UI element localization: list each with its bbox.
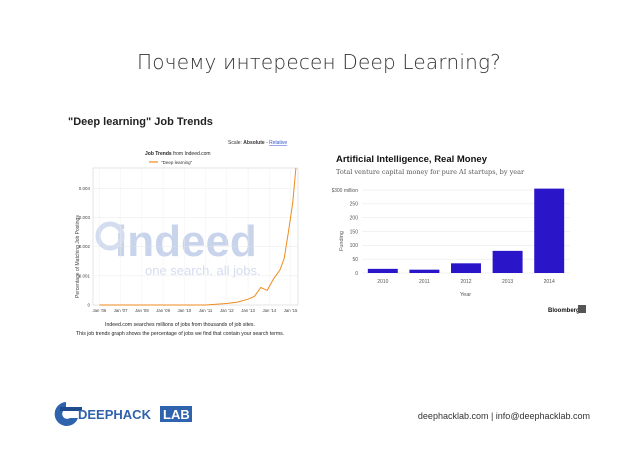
series-line-deep-learning [99, 167, 297, 306]
logo-text: DEEPHACK [78, 407, 152, 422]
bar-y-tick-label: 200 [350, 215, 359, 221]
bar-2012 [451, 263, 481, 273]
x-tick-label: Jan '13 [241, 308, 255, 313]
bar-y-tick-label: 100 [350, 243, 359, 249]
y-tick-label: 0 [87, 303, 90, 308]
bar-y-ticks: 0 50 100 150 200 250 $300 million [332, 188, 358, 277]
bloomberg-icon [578, 305, 586, 313]
plot-area [92, 167, 299, 306]
footer-contacts: deephacklab.com | info@deephacklab.com [417, 411, 590, 421]
x-tick-label: Jan '09 [156, 308, 170, 313]
bar-2014 [534, 188, 565, 273]
footnote-2: This job trends graph shows the percenta… [76, 331, 284, 337]
x-tick-label: Jan '15 [284, 308, 298, 313]
legend-label: "Deep learning" [161, 160, 193, 165]
x-tick-label: Jan '06 [93, 308, 107, 313]
ai-heading: Artificial Intelligence, Real Money [336, 154, 488, 165]
bar-2010 [367, 268, 398, 273]
job-trends-subtitle: Job Trends from Indeed.com [145, 151, 211, 157]
deephacklab-logo: DEEPHACK LAB [54, 402, 192, 426]
job-trends-gridlines [93, 168, 298, 306]
bar-series [367, 188, 565, 273]
logo-mark-icon [54, 402, 78, 426]
footnote-1: Indeed.com searches millions of jobs fro… [105, 322, 255, 328]
job-trends-chart: "Deep learning" Job Trends Scale: Absolu… [68, 116, 299, 337]
scale-sep: - [265, 140, 269, 146]
bar-x-tick-label: 2013 [502, 279, 513, 285]
bar-y-tick-label: 150 [350, 229, 359, 235]
bar-y-tick-label: 250 [350, 202, 359, 208]
x-tick-label: Jan '10 [177, 308, 191, 313]
logo-lab-text: LAB [163, 407, 190, 422]
bar-x-tick-label: 2012 [460, 279, 471, 285]
bar-y-tick-label: 50 [352, 257, 358, 263]
scale-selector: Scale: Absolute - Relative [228, 140, 287, 146]
slide-title: Почему интересен Deep Learning? [137, 50, 501, 74]
job-trends-ylabel: Percentage of Matching Job Postings [75, 215, 81, 298]
job-trends-y-ticks: 0 0.001 0.002 0.003 0.004 [79, 186, 91, 308]
x-tick-label: Jan '08 [135, 308, 149, 313]
y-tick-label: 0.004 [79, 186, 91, 191]
bar-y-tick-label: 0 [355, 271, 358, 277]
bar-x-tick-label: 2011 [419, 279, 430, 285]
scale-relative-link[interactable]: Relative [269, 140, 287, 146]
x-tick-label: Jan '14 [262, 308, 276, 313]
y-tick-label: 0.003 [79, 215, 91, 220]
ai-funding-chart: Artificial Intelligence, Real Money Tota… [332, 154, 586, 314]
indeed-watermark-tagline: one search. all jobs. [145, 263, 261, 278]
bar-x-tick-label: 2014 [544, 279, 555, 285]
logo-lab-box [160, 406, 192, 422]
x-tick-label: Jan '12 [220, 308, 234, 313]
bar-2013 [492, 250, 523, 273]
y-tick-label: 0.002 [79, 244, 91, 249]
scale-absolute: Absolute [243, 140, 265, 146]
x-tick-label: Jan '07 [114, 308, 128, 313]
indeed-watermark-logo: indeed [115, 217, 257, 266]
watermark-swirl [95, 221, 125, 251]
y-tick-label: 0.001 [79, 273, 91, 278]
bloomberg-source: Bloomberg [548, 308, 580, 314]
bar-y-tick-label: $300 million [332, 188, 358, 194]
bar-ylabel: Funding [339, 231, 345, 251]
job-trends-subtitle-rest: from Indeed.com [172, 151, 211, 157]
ai-subheading: Total venture capital money for pure AI … [336, 168, 525, 176]
bar-2011 [409, 269, 440, 273]
job-trends-heading: "Deep learning" Job Trends [68, 116, 213, 128]
x-tick-label: Jan '11 [199, 308, 213, 313]
bar-x-tick-label: 2010 [377, 279, 388, 285]
job-trends-subtitle-bold: Job Trends [145, 151, 172, 157]
bar-xlabel: Year [460, 292, 471, 298]
bar-x-ticks: 2010 2011 2012 2013 2014 [377, 279, 555, 285]
job-trends-x-ticks: Jan '06 Jan '07 Jan '08 Jan '09 Jan '10 Jan '… [93, 308, 299, 313]
scale-prefix: Scale: [228, 140, 243, 146]
